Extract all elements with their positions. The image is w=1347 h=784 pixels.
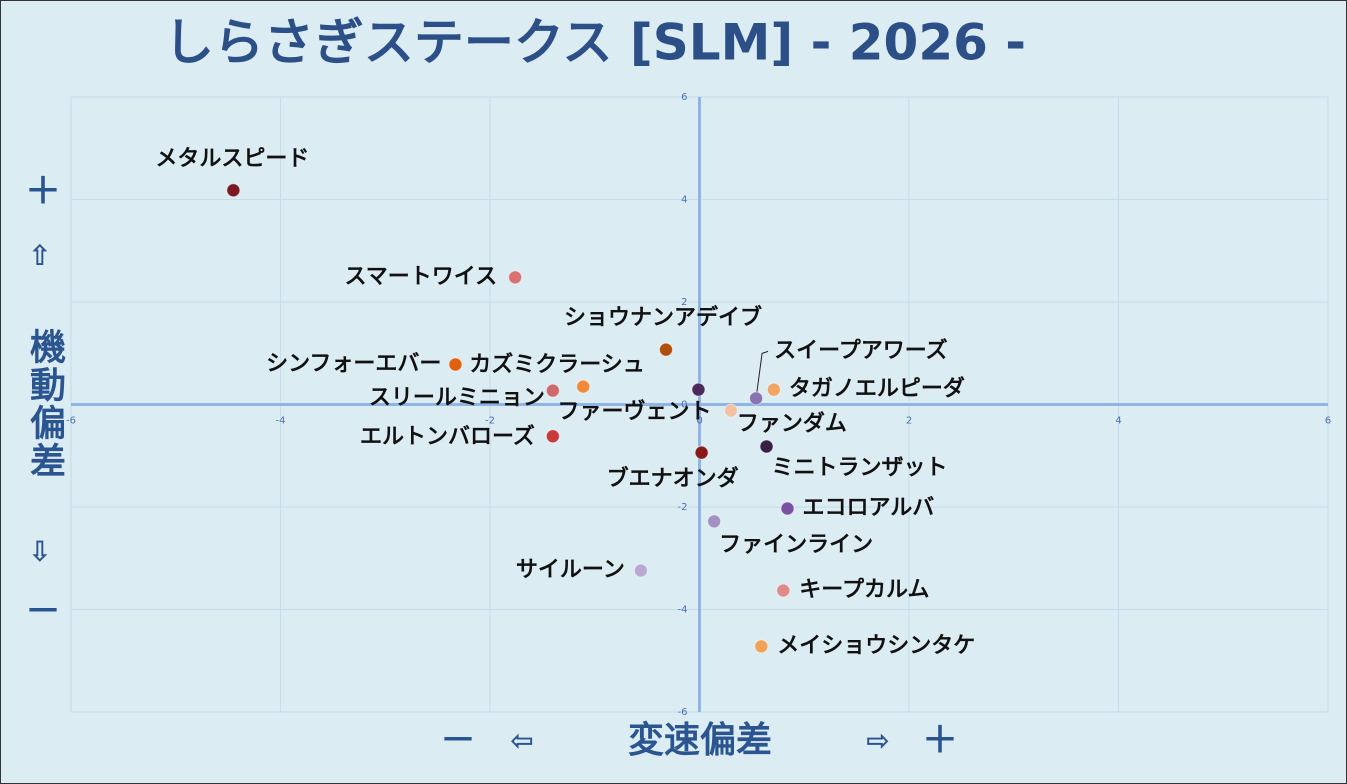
- point: [633, 563, 648, 578]
- point-label: スイープアワーズ: [774, 337, 948, 363]
- point: [759, 439, 774, 454]
- point-label: ファーヴェント: [557, 399, 711, 425]
- point-label: ブエナオンダ: [607, 466, 739, 492]
- x-tick-label: -2: [485, 416, 495, 427]
- point-label: ファンダム: [737, 411, 847, 437]
- point: [545, 383, 560, 398]
- x-tick-label: 2: [906, 416, 912, 427]
- point: [576, 379, 591, 394]
- point-label: エルトンバローズ: [360, 423, 535, 449]
- x-tick-label: 0: [696, 416, 702, 427]
- point: [723, 403, 738, 418]
- y-tick-label: 2: [681, 297, 687, 308]
- x-axis-label: 変速偏差: [628, 719, 772, 761]
- point-label: メイショウシンタケ: [777, 633, 975, 658]
- point-label: スリールミニョン: [369, 386, 545, 411]
- point-label: ショウナンアデイブ: [564, 305, 762, 331]
- x-low-arrow: ⇦: [510, 724, 533, 757]
- x-tick-label: -6: [66, 416, 76, 427]
- chart-title: しらさぎステークス [SLM] - 2026 -: [164, 14, 1026, 72]
- point-label: サイルーン: [516, 558, 625, 583]
- y-tick-label: 4: [681, 195, 687, 206]
- point-label: エコロアルバ: [802, 496, 934, 521]
- point: [658, 342, 673, 357]
- y-high-sign: ＋: [25, 171, 61, 212]
- x-high-sign: ＋: [922, 720, 958, 761]
- point: [691, 382, 706, 397]
- point: [780, 501, 795, 516]
- point-label: シンフォーエバー: [266, 352, 441, 377]
- y-tick-label: -4: [678, 605, 688, 616]
- point-label: スマートワイス: [344, 264, 497, 289]
- point: [766, 382, 781, 397]
- point-label: キープカルム: [799, 578, 929, 603]
- point-label: カズミクラーシュ: [469, 352, 645, 378]
- leader-line: [755, 350, 769, 399]
- point-label: ミニトランザット: [772, 456, 948, 481]
- point: [749, 391, 764, 406]
- y-low-sign: －: [25, 591, 61, 632]
- y-axis-label: 機動偏差: [24, 328, 66, 480]
- point: [448, 357, 463, 372]
- y-tick-label: -6: [678, 707, 688, 718]
- y-tick-label: 0: [681, 400, 687, 411]
- x-tick-label: 6: [1325, 416, 1331, 427]
- x-tick-label: 4: [1115, 416, 1121, 427]
- x-low-sign: －: [440, 720, 476, 761]
- point: [776, 583, 791, 598]
- point: [754, 639, 769, 654]
- y-tick-label: 6: [681, 92, 687, 103]
- point-label: ファインライン: [719, 532, 873, 557]
- point-label: タガノエルピーダ: [789, 376, 965, 402]
- point: [226, 183, 241, 198]
- x-tick-label: -4: [276, 416, 286, 427]
- y-tick-label: -2: [678, 502, 688, 513]
- point-label: メタルスピード: [155, 146, 309, 171]
- y-high-arrow: ⇧: [28, 239, 51, 272]
- point: [508, 270, 523, 285]
- point: [707, 514, 722, 529]
- x-high-arrow: ⇨: [866, 724, 889, 757]
- point: [545, 429, 560, 444]
- point: [694, 445, 709, 460]
- y-low-arrow: ⇩: [28, 535, 51, 568]
